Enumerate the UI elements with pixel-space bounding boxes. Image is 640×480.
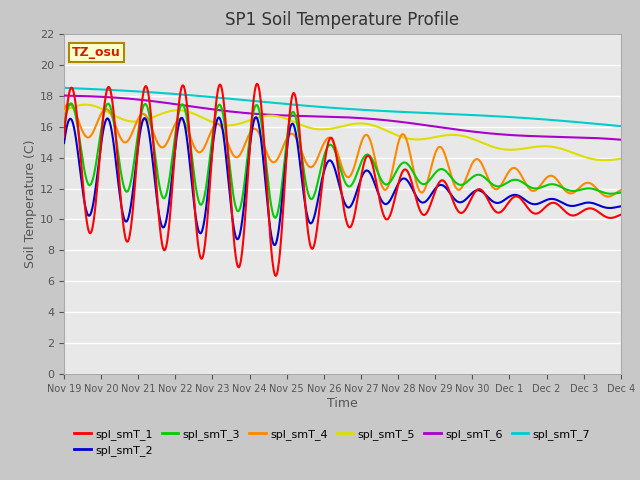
Legend: spl_smT_1, spl_smT_2, spl_smT_3, spl_smT_4, spl_smT_5, spl_smT_6, spl_smT_7: spl_smT_1, spl_smT_2, spl_smT_3, spl_smT… bbox=[70, 424, 595, 460]
Text: TZ_osu: TZ_osu bbox=[72, 46, 121, 59]
Y-axis label: Soil Temperature (C): Soil Temperature (C) bbox=[24, 140, 37, 268]
Title: SP1 Soil Temperature Profile: SP1 Soil Temperature Profile bbox=[225, 11, 460, 29]
X-axis label: Time: Time bbox=[327, 397, 358, 410]
